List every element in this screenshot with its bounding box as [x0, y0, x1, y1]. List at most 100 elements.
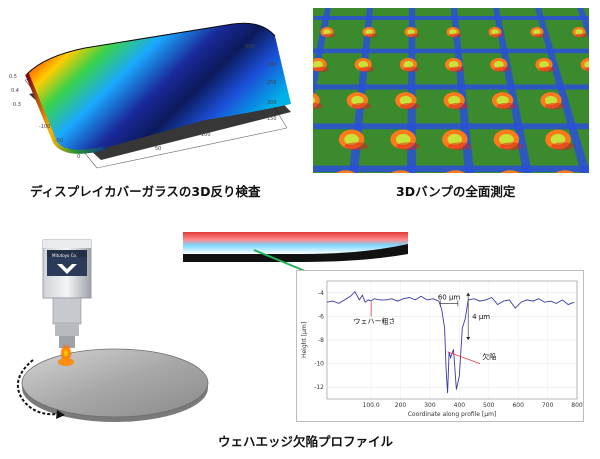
wafer-edge-strip	[183, 232, 408, 262]
bump-core	[575, 29, 583, 35]
bump-shadow	[365, 33, 378, 38]
bump-core	[448, 95, 461, 105]
bump-core	[399, 95, 412, 105]
bump-caption: 3Dバンプの全面測定	[396, 184, 516, 199]
x-tick-label: 700	[542, 402, 554, 409]
bump-core	[395, 134, 411, 145]
depth-label: 4 µm	[472, 313, 490, 321]
bump-shadow	[449, 33, 462, 38]
bump-shadow	[396, 142, 420, 151]
y-tick-label: -4	[318, 290, 324, 297]
width-label: 60 µm	[438, 293, 461, 301]
profile-line	[326, 290, 575, 394]
cover-glass-3d-image: 0.5 0.4 0.3 -100 -50 0 50 100 150 200 25…	[5, 8, 295, 180]
bump-shadow	[551, 142, 575, 151]
bump-core	[365, 29, 373, 35]
bump-shadow	[533, 33, 546, 38]
bump-core	[407, 29, 415, 35]
svg-text:-100: -100	[39, 124, 50, 130]
bump-shadow	[323, 33, 336, 38]
bump-ring	[555, 170, 575, 173]
bump-shadow	[313, 102, 323, 110]
x-tick-label: 400	[454, 402, 466, 409]
bump-core	[544, 95, 558, 105]
bump-shadow	[491, 33, 504, 38]
cover-glass-caption: ディスプレイカバーガラスの3D反り検査	[30, 184, 261, 199]
bump-core	[447, 134, 463, 145]
depth-arrow-top	[466, 292, 471, 296]
bump-ring	[500, 170, 520, 173]
bump-core	[491, 29, 499, 35]
bump-core	[499, 134, 514, 145]
svg-text:200: 200	[267, 100, 277, 106]
y-tick-label: -12	[314, 384, 324, 391]
bump-core	[550, 134, 566, 145]
x-tick-label: 600	[512, 402, 524, 409]
roughness-label: ウェハー粗さ	[353, 316, 395, 325]
bump-core	[449, 29, 457, 35]
bump-ring	[336, 170, 356, 173]
sensor-brand-label: Mitutoyo Co.	[52, 253, 78, 258]
bump-shadow	[447, 142, 472, 151]
x-tick-label: 300	[424, 402, 436, 409]
bump-ring	[445, 170, 466, 173]
y-axis-label: Height [µm]	[301, 322, 308, 358]
bump-shadow	[539, 66, 556, 72]
bump-core	[313, 60, 323, 69]
x-axis-label: Coordinate along profile [µm]	[408, 411, 497, 418]
svg-text:300: 300	[267, 62, 277, 68]
bump-ring	[390, 170, 411, 173]
bump-core	[351, 95, 364, 105]
bump-core	[403, 60, 414, 69]
bump-core	[496, 95, 509, 105]
wafer-edge-caption: ウェハエッジ欠陥プロファイル	[218, 434, 394, 449]
bump-shadow	[407, 33, 420, 38]
bump-core	[539, 60, 549, 69]
svg-text:50: 50	[155, 146, 161, 152]
bump-shadow	[400, 102, 420, 110]
profile-chart-panel: -4 -6 -8 -10 -12 100.0 200 300 400 500 600 700 800 Co…	[296, 270, 584, 422]
svg-text:100: 100	[201, 132, 211, 138]
bump-core	[313, 96, 316, 104]
x-tick-label: 100.0	[363, 402, 380, 409]
bump-shadow	[313, 66, 330, 72]
svg-text:0.5: 0.5	[9, 74, 17, 80]
bump-shadow	[584, 66, 589, 72]
bump-core	[584, 60, 589, 69]
bump-shadow	[499, 142, 524, 151]
bump-shadow	[494, 66, 511, 72]
bump-shadow	[351, 102, 372, 110]
svg-text:0.4: 0.4	[11, 88, 19, 94]
x-tick-label: 200	[395, 402, 407, 409]
svg-text:-50: -50	[55, 138, 63, 144]
y-tick-label: -8	[318, 337, 324, 344]
bump-shadow	[496, 102, 517, 110]
bump-core	[323, 29, 331, 35]
bump-3d-image	[313, 8, 589, 173]
bump-shadow	[344, 142, 369, 151]
defect-label: 欠陥	[482, 352, 496, 361]
bump-core	[358, 60, 369, 69]
x-tick-label: 500	[483, 402, 495, 409]
sensor-wafer-illustration: Mitutoyo Co.	[5, 230, 215, 430]
svg-text:150: 150	[267, 116, 277, 122]
svg-text:250: 250	[267, 80, 277, 86]
bump-shadow	[575, 33, 588, 38]
bump-shadow	[403, 66, 420, 72]
bump-core	[533, 29, 541, 35]
bump-core	[344, 134, 359, 145]
depth-arrow-bottom	[466, 337, 471, 340]
y-tick-label: -10	[314, 361, 324, 368]
bump-core	[448, 60, 459, 69]
bump-shadow	[545, 102, 565, 110]
bump-shadow	[358, 66, 375, 72]
defect-pointer	[447, 351, 481, 364]
bump-core	[493, 60, 504, 69]
x-tick-label: 800	[571, 402, 583, 409]
bump-shadow	[448, 102, 469, 110]
svg-text:400: 400	[245, 44, 255, 50]
svg-text:0: 0	[77, 154, 80, 160]
svg-text:0.3: 0.3	[13, 102, 21, 108]
plot-frame	[326, 280, 578, 400]
y-tick-label: -6	[318, 313, 324, 320]
